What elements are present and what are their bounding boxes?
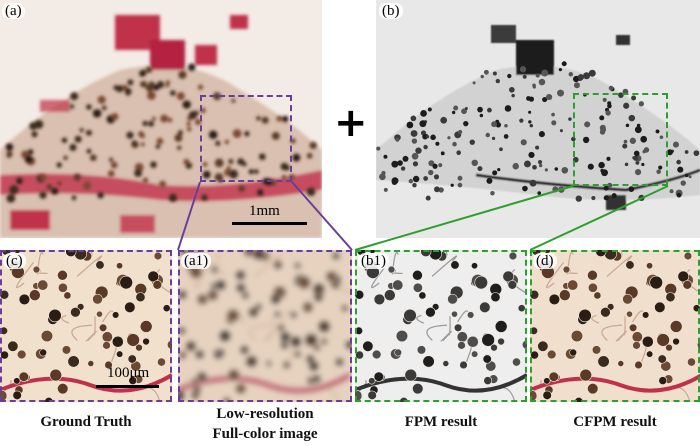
panel-a-label: (a) — [2, 3, 25, 19]
scalebar-zoom — [96, 385, 159, 388]
panel-c-label: (c) — [3, 253, 26, 269]
scalebar-zoom-label: 100μm — [107, 365, 150, 381]
caption-ground-truth: Ground Truth — [40, 414, 132, 430]
panel-a1-label: (a1) — [181, 253, 212, 269]
roi-box-fpm — [573, 93, 668, 186]
panel-a1-image — [178, 250, 352, 402]
panel-b1-image — [355, 250, 527, 402]
caption-low-res-line2: Full-color image — [212, 426, 318, 442]
caption-fpm-result: FPM result — [404, 414, 478, 430]
zoom-frame-c — [0, 250, 172, 402]
panel-b1-label: (b1) — [358, 253, 389, 269]
zoom-frame-b1 — [355, 250, 527, 402]
caption-cfpm-result: CFPM result — [573, 414, 657, 430]
roi-box-low-res — [200, 95, 292, 182]
plus-operator: + — [334, 100, 368, 146]
panel-c-image — [0, 250, 172, 402]
zoom-frame-a1 — [178, 250, 352, 402]
zoom-frame-d — [530, 250, 700, 402]
panel-d-image — [530, 250, 700, 402]
caption-low-res-line1: Low-resolution — [216, 406, 314, 422]
panel-b-label: (b) — [379, 3, 403, 19]
panel-d-label: (d) — [533, 253, 557, 269]
panel-a-image — [0, 0, 322, 238]
scalebar-main-label: 1mm — [249, 203, 280, 219]
scalebar-main — [232, 222, 307, 225]
